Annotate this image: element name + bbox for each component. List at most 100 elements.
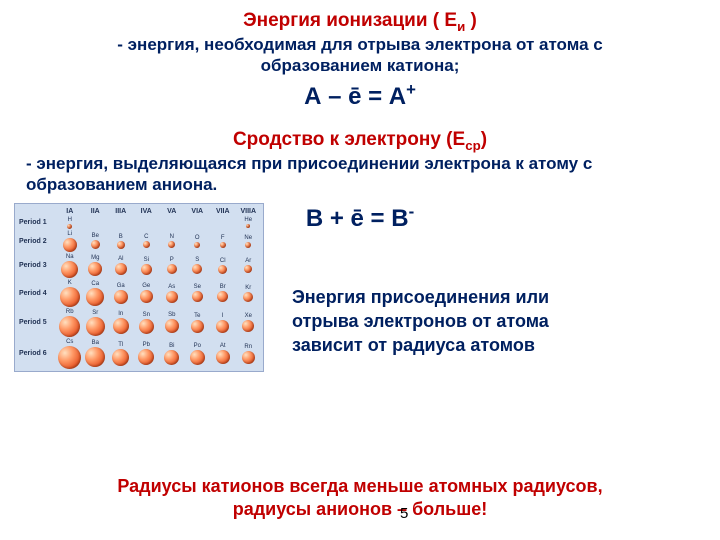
- atom-sphere: [67, 224, 72, 229]
- atom-sphere: [168, 241, 175, 248]
- element-symbol: Cs: [66, 339, 73, 346]
- element-symbol: As: [168, 284, 175, 291]
- eq1-sup: +: [406, 80, 416, 99]
- element-symbol: Sn: [143, 312, 150, 319]
- atom-sphere: [143, 241, 150, 248]
- element-symbol: Si: [144, 257, 149, 264]
- element-symbol: Se: [194, 284, 201, 291]
- atom-cell: O: [185, 235, 211, 248]
- atom-cell: Po: [185, 343, 211, 365]
- ionization-title: Энергия ионизации ( Еи ): [20, 10, 700, 34]
- atom-cell: In: [108, 311, 134, 334]
- atom-sphere: [63, 238, 77, 252]
- atom-sphere: [86, 288, 104, 306]
- element-symbol: Ca: [91, 281, 99, 288]
- atom-cell: Mg: [83, 255, 109, 276]
- element-symbol: Kr: [245, 285, 251, 292]
- t2-post: ): [481, 129, 487, 150]
- ionization-desc-2: образованием катиона;: [20, 55, 700, 76]
- atom-cell: Ne: [236, 235, 262, 248]
- element-symbol: K: [68, 280, 72, 287]
- ionization-desc-1: - энергия, необходимая для отрыва электр…: [20, 34, 700, 55]
- atom-cell: Ge: [134, 283, 160, 303]
- period-label: Period 1: [17, 219, 57, 226]
- element-symbol: P: [170, 257, 174, 264]
- atom-cell: Ar: [236, 258, 262, 273]
- atom-cell: He: [236, 217, 262, 228]
- atom-cell: Sb: [159, 312, 185, 333]
- element-symbol: Sb: [168, 312, 175, 319]
- atom-sphere: [165, 319, 179, 333]
- affinity-title: Сродство к электрону (Еср): [20, 129, 700, 153]
- element-symbol: Po: [194, 343, 201, 350]
- atom-sphere: [86, 317, 105, 336]
- ionization-eq: А – ē = А+: [20, 80, 700, 111]
- atom-cell: As: [159, 284, 185, 303]
- atom-cell: Sn: [134, 312, 160, 334]
- atom-sphere: [139, 319, 154, 334]
- middle-row: IAIIAIIIAIVAVAVIAVIIAVIIIAPeriod 1HHePer…: [20, 237, 700, 372]
- atom-sphere: [138, 349, 154, 365]
- element-symbol: Cl: [220, 258, 226, 265]
- eq2-sup: -: [409, 202, 415, 221]
- atom-sphere: [218, 265, 227, 274]
- element-symbol: Bi: [169, 343, 174, 350]
- atom-cell: N: [159, 234, 185, 248]
- atom-cell: At: [210, 343, 236, 364]
- atom-sphere: [167, 264, 177, 274]
- chart-row: Period 1HHe: [17, 217, 261, 229]
- atom-cell: Xe: [236, 313, 262, 332]
- element-symbol: Sr: [92, 310, 98, 317]
- periodic-radii-chart: IAIIAIIIAIVAVAVIAVIIAVIIIAPeriod 1HHePer…: [14, 203, 264, 372]
- atom-sphere: [91, 240, 100, 249]
- radius-note: Энергия присоединения или отрыва электро…: [264, 237, 549, 358]
- element-symbol: N: [170, 234, 174, 241]
- element-symbol: C: [144, 234, 148, 241]
- element-symbol: Li: [67, 231, 72, 238]
- atom-cell: Tl: [108, 342, 134, 366]
- element-symbol: I: [222, 313, 224, 320]
- chart-row: Period 4KCaGaGeAsSeBrKr: [17, 280, 261, 307]
- chart-wrap: IAIIAIIIAIVAVAVIAVIIAVIIIAPeriod 1HHePer…: [14, 203, 264, 372]
- footer-l2: радиусы анионов – больше!: [0, 498, 720, 521]
- atom-cell: F: [210, 235, 236, 248]
- element-symbol: Be: [92, 233, 99, 240]
- element-symbol: Ne: [244, 235, 252, 242]
- atom-sphere: [217, 291, 228, 302]
- slide: Энергия ионизации ( Еи ) - энергия, необ…: [0, 0, 720, 540]
- atom-sphere: [58, 346, 81, 369]
- atom-cell: B: [108, 234, 134, 249]
- group-header: VA: [159, 208, 185, 215]
- atom-sphere: [60, 287, 80, 307]
- atom-sphere: [244, 265, 252, 273]
- atom-cell: Cl: [210, 258, 236, 274]
- period-label: Period 2: [17, 238, 57, 245]
- element-symbol: Na: [66, 254, 74, 261]
- footer-text: Радиусы катионов всегда меньше атомных р…: [0, 475, 720, 520]
- atom-sphere: [141, 264, 152, 275]
- atom-sphere: [112, 349, 129, 366]
- footer-l1: Радиусы катионов всегда меньше атомных р…: [0, 475, 720, 498]
- atom-sphere: [115, 263, 127, 275]
- atom-cell: Pb: [134, 342, 160, 365]
- atom-sphere: [88, 262, 102, 276]
- atom-cell: Rb: [57, 309, 83, 337]
- atom-cell: Sr: [83, 310, 109, 336]
- element-symbol: Ar: [245, 258, 251, 265]
- chart-row: Period 2 Li Be B C N OF Ne: [17, 231, 261, 252]
- element-symbol: Mg: [91, 255, 99, 262]
- element-symbol: Al: [118, 256, 123, 263]
- atom-sphere: [192, 291, 203, 302]
- atom-sphere: [164, 350, 179, 365]
- atom-cell: K: [57, 280, 83, 307]
- group-header: IA: [57, 208, 83, 215]
- element-symbol: Rb: [66, 309, 74, 316]
- atom-sphere: [166, 291, 178, 303]
- atom-cell: Si: [134, 257, 160, 275]
- atom-cell: C: [134, 234, 160, 248]
- atom-sphere: [245, 242, 251, 248]
- atom-cell: Be: [83, 233, 109, 249]
- element-symbol: Br: [220, 284, 226, 291]
- page-number: 5: [400, 505, 408, 522]
- element-symbol: Rn: [244, 344, 252, 351]
